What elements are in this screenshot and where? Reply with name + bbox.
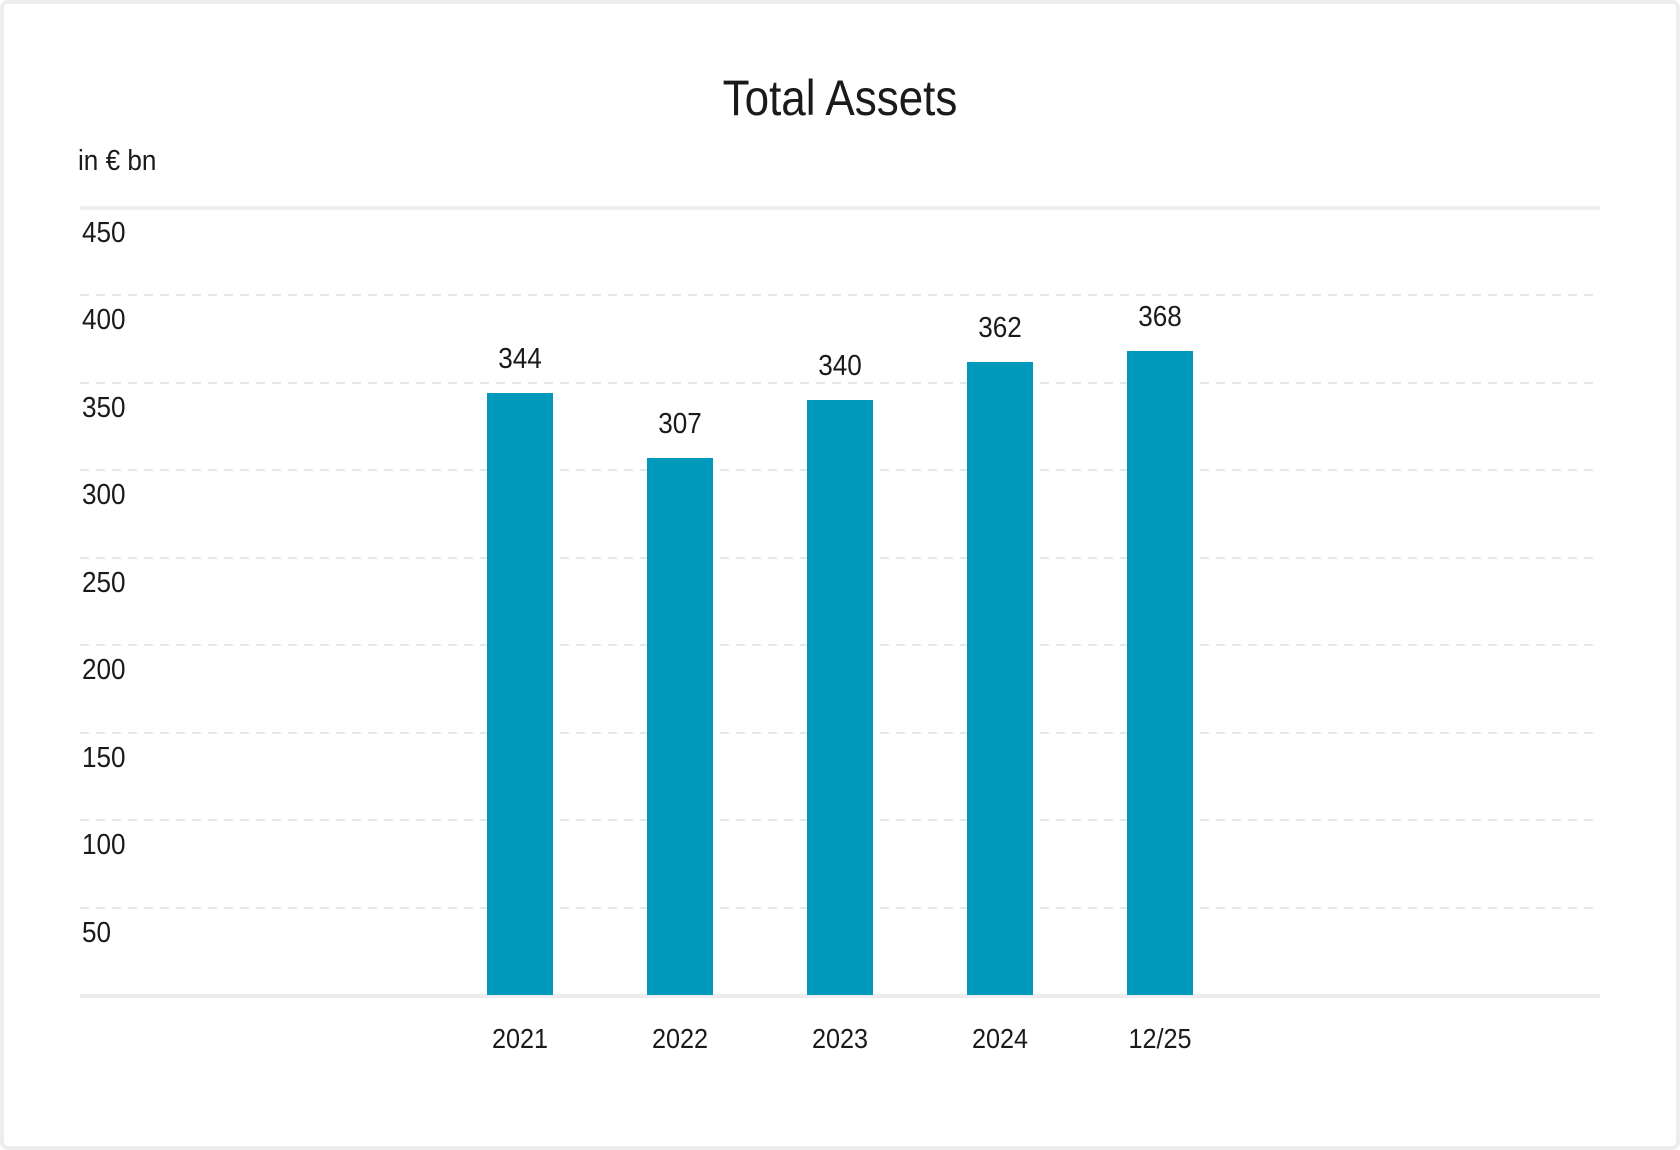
y-axis-tick-label-50: 50: [82, 916, 112, 949]
y-axis-tick-label-300: 300: [82, 479, 126, 512]
gridline-350: [80, 381, 1600, 384]
y-axis-tick-label-100: 100: [82, 829, 126, 862]
x-axis-label-2023: 2023: [811, 1023, 869, 1054]
y-axis-tick-label-450: 450: [82, 217, 126, 249]
x-axis-label-2022: 2022: [651, 1023, 709, 1054]
y-axis-tick-label-150: 150: [82, 741, 126, 774]
x-axis-baseline: [80, 994, 1600, 998]
chart-title: Total Assets: [722, 70, 958, 126]
bar-value-label-12-25: 368: [1138, 301, 1182, 334]
x-axis-label-12-25: 12/25: [1128, 1023, 1192, 1054]
y-axis-tick-label-200: 200: [82, 654, 126, 687]
bar-value-label-2023: 340: [818, 350, 862, 383]
x-axis-label-2024: 2024: [971, 1023, 1029, 1054]
y-axis-tick-label-250: 250: [82, 566, 126, 599]
y-axis-tick-label-400: 400: [82, 304, 126, 337]
bar-value-label-2024: 362: [978, 311, 1022, 344]
plot-area: 450 400 350 300 250 200 150 100 50 344 307 340 362 36…: [80, 206, 1600, 998]
y-axis-tick-label-350: 350: [82, 391, 126, 424]
x-axis-label-2021: 2021: [491, 1023, 549, 1054]
bar-2021: [487, 393, 553, 995]
bar-2022: [647, 458, 713, 995]
y-axis-unit-label: in € bn: [78, 145, 157, 177]
bar-2024: [967, 361, 1033, 995]
bar-12-25: [1127, 351, 1193, 995]
bar-2023: [807, 400, 873, 995]
bar-value-label-2021: 344: [498, 343, 542, 376]
gridline-450: [80, 206, 1600, 210]
gridline-400: [80, 294, 1600, 297]
bar-value-label-2022: 307: [658, 408, 702, 441]
